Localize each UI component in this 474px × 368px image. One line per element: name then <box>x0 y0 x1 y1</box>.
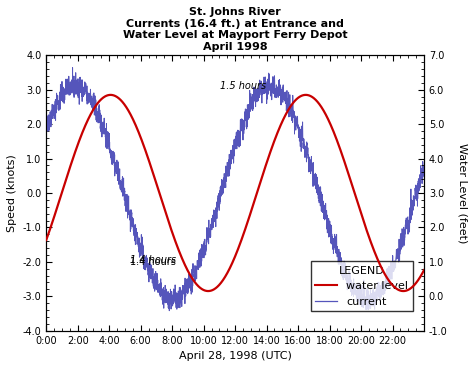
Text: 1.4 hours: 1.4 hours <box>130 255 176 265</box>
Y-axis label: Water Level (feet): Water Level (feet) <box>457 143 467 243</box>
Title: St. Johns River
Currents (16.4 ft.) at Entrance and
Water Level at Mayport Ferry: St. Johns River Currents (16.4 ft.) at E… <box>123 7 347 52</box>
X-axis label: April 28, 1998 (UTC): April 28, 1998 (UTC) <box>179 351 292 361</box>
Y-axis label: Speed (knots): Speed (knots) <box>7 154 17 232</box>
Text: 1.4 hours: 1.4 hours <box>130 257 176 267</box>
Legend: water level, current: water level, current <box>311 261 413 311</box>
Text: 1.5 hours: 1.5 hours <box>220 81 266 91</box>
